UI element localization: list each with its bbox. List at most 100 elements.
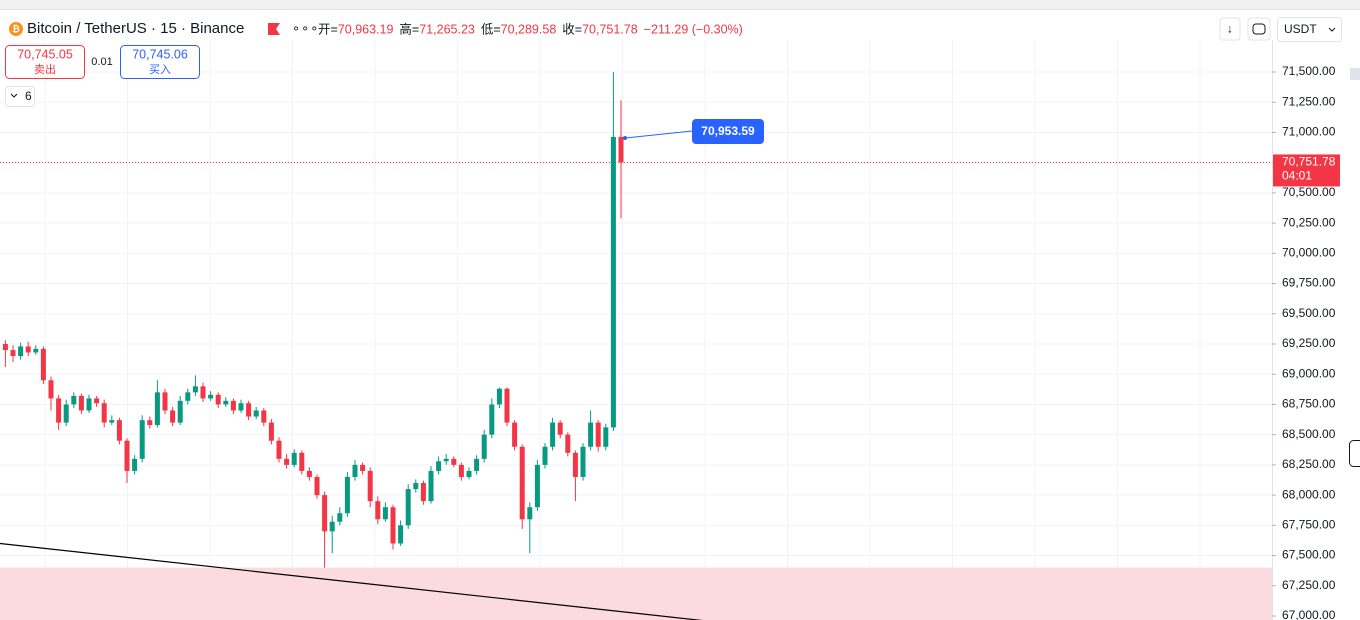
- candle-body: [132, 458, 138, 471]
- candle-body: [572, 452, 578, 477]
- y-tick-label: 68,750.00: [1282, 397, 1336, 411]
- candle-body: [94, 398, 100, 404]
- callout-line: [624, 130, 693, 139]
- candle-body: [154, 392, 160, 425]
- candle-body: [496, 388, 502, 405]
- candle-body: [489, 404, 495, 435]
- candle-body: [56, 398, 62, 423]
- refresh-icon: [1252, 23, 1266, 35]
- indicators-toggle[interactable]: [5, 86, 35, 107]
- y-tick-label: 67,250.00: [1282, 578, 1336, 592]
- last-price-tag: [1273, 154, 1340, 187]
- y-tick-label: 67,500.00: [1282, 548, 1336, 562]
- candle-body: [18, 346, 24, 357]
- candle-body: [230, 400, 236, 411]
- candle-body: [618, 136, 624, 163]
- candle-body: [124, 440, 130, 471]
- y-tick-label: 70,250.00: [1282, 215, 1336, 229]
- y-tick-label: 71,500.00: [1282, 64, 1336, 78]
- candle-body: [71, 395, 77, 405]
- y-tick-label: 69,000.00: [1282, 366, 1336, 380]
- y-tick-label: 69,750.00: [1282, 276, 1336, 290]
- candle-body: [25, 346, 31, 353]
- currency-label: USDT: [1284, 22, 1317, 36]
- ohlc-key: 收=: [562, 22, 582, 36]
- candle-body: [78, 395, 84, 411]
- ohlc-key: 开=: [318, 22, 338, 36]
- candle-body: [337, 513, 343, 522]
- download-button[interactable]: [1219, 17, 1241, 41]
- candle-body: [458, 464, 464, 477]
- countdown-label: 04:01: [1282, 169, 1312, 183]
- candle-body: [481, 434, 487, 459]
- more-icon[interactable]: ∘∘∘: [292, 20, 319, 35]
- y-tick-label: 69,250.00: [1282, 336, 1336, 350]
- currency-select[interactable]: [1277, 17, 1342, 42]
- y-tick-label: 67,000.00: [1282, 608, 1336, 620]
- last-price-label: 70,751.78: [1282, 155, 1336, 169]
- trend-line: [0, 542, 703, 620]
- y-tick-label: 71,250.00: [1282, 94, 1336, 108]
- y-tick-label: 67,750.00: [1282, 518, 1336, 532]
- ohlc-value: 70,751.78: [582, 22, 638, 36]
- candle-body: [185, 392, 191, 401]
- quantity: 0.01: [91, 56, 112, 68]
- candle-body: [610, 136, 616, 428]
- flag-icon[interactable]: [268, 23, 280, 35]
- candle-body: [208, 394, 214, 399]
- candle-body: [223, 400, 229, 405]
- candle-body: [557, 422, 563, 435]
- sell-price: 70,745.05: [17, 47, 73, 61]
- candle-body: [253, 410, 259, 417]
- buy-button[interactable]: [120, 45, 200, 79]
- candle-body: [322, 495, 328, 532]
- candle-body: [527, 507, 533, 520]
- callout-box: [692, 119, 764, 144]
- callout-label: 70,953.59: [701, 124, 755, 138]
- candle-body: [375, 501, 381, 520]
- plot-area: 70,953.59: [0, 40, 1272, 620]
- indicators-count: 6: [25, 89, 32, 103]
- candle-body: [33, 348, 39, 353]
- candle-body: [580, 446, 586, 477]
- candle-body: [595, 422, 601, 447]
- candle-body: [474, 458, 480, 471]
- y-tick-label: 70,500.00: [1282, 185, 1336, 199]
- candle-body: [268, 422, 274, 441]
- candle-body: [86, 398, 92, 411]
- candle-body: [299, 452, 305, 471]
- side-scroll-handle[interactable]: [1350, 68, 1360, 80]
- candle-body: [276, 440, 282, 459]
- candle-body: [466, 470, 472, 477]
- ohlc-change: −211.29 (−0.30%): [644, 22, 743, 36]
- candle-body: [10, 350, 16, 357]
- ohlc-readout: 开= 70,963.19 高= 71,265.23 低= 70,289.58 收= 70,75…: [318, 21, 743, 36]
- candle-body: [413, 483, 419, 490]
- candle-body: [139, 420, 145, 459]
- candle-body: [344, 476, 350, 514]
- side-button[interactable]: [1349, 440, 1360, 467]
- ohlc-value: 70,963.19: [338, 22, 394, 36]
- candle-body: [534, 464, 540, 508]
- candle-body: [519, 446, 525, 520]
- ohlc-value: 71,265.23: [419, 22, 475, 36]
- sell-button[interactable]: [5, 45, 85, 79]
- candle-body: [177, 400, 183, 423]
- callout-anchor: [623, 136, 627, 141]
- candle-body: [565, 434, 571, 453]
- candle-body: [443, 458, 449, 462]
- candle-body: [428, 470, 434, 502]
- candle-body: [451, 458, 457, 465]
- coin-icon: [9, 22, 23, 36]
- candle-body: [284, 458, 290, 465]
- candle-body: [147, 420, 153, 425]
- candle-body: [215, 394, 221, 405]
- candle-body: [261, 410, 267, 423]
- refresh-button[interactable]: [1247, 17, 1271, 41]
- download-icon: ↓: [1227, 22, 1233, 36]
- candle-body: [436, 461, 442, 471]
- symbol-title: Bitcoin / TetherUS · 15 · Binance: [27, 20, 244, 37]
- candle-body: [329, 521, 335, 532]
- buy-price: 70,745.06: [132, 47, 188, 61]
